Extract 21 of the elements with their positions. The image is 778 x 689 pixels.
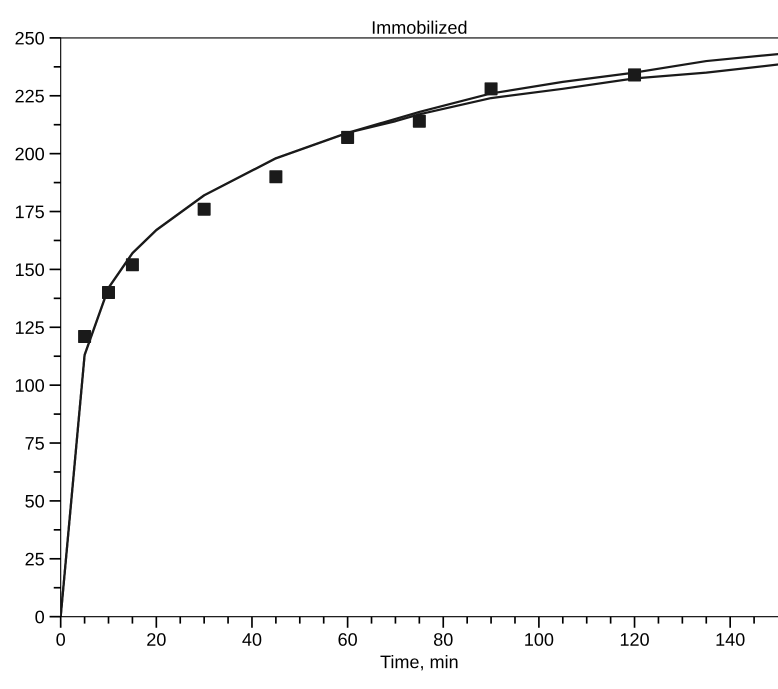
y-tick-label: 125 [16,321,44,334]
x-tick-label: 80 [434,633,453,646]
x-tick-label: 100 [525,633,554,646]
x-tick-label: 40 [242,633,262,646]
y-tick-label: 250 [16,32,44,45]
x-tick-label: 60 [338,633,357,646]
y-tick-label: 50 [25,494,44,508]
x-tick-label: 120 [620,633,649,646]
x-tick-label: 140 [716,633,745,646]
x-tick-label: 20 [147,633,166,646]
y-tick-label: 200 [16,148,44,160]
y-tick-label: 150 [16,263,44,276]
y-tick-label: 0 [35,610,44,624]
y-tick-label: 225 [16,90,44,102]
y-tick-label: 100 [16,379,44,392]
x-axis-title: Time, min [380,655,458,670]
y-tick-label: 175 [16,206,44,218]
x-tick-label: 0 [56,633,65,646]
y-tick-label: 25 [26,552,44,566]
y-tick-label: 75 [26,437,44,450]
chart-title: Immobilized [372,20,466,34]
